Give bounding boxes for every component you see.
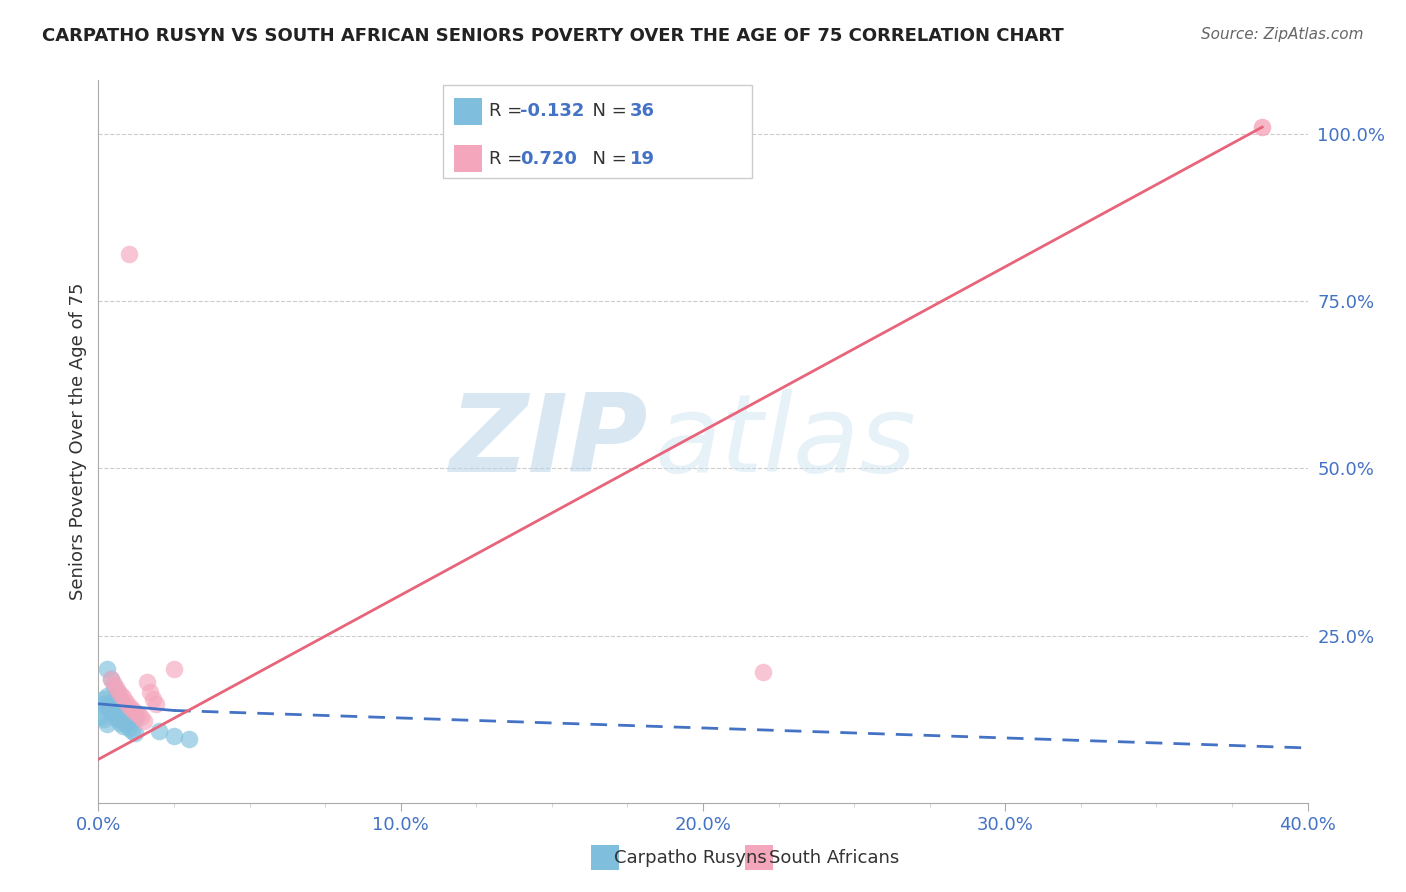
- Point: [179, 732, 201, 747]
- Point: [163, 729, 186, 743]
- Point: [142, 692, 165, 706]
- Text: South Africans: South Africans: [769, 849, 900, 867]
- Point: [118, 721, 141, 735]
- Text: N =: N =: [581, 150, 633, 168]
- Point: [139, 685, 162, 699]
- Point: [108, 715, 131, 730]
- Point: [96, 689, 118, 703]
- Point: [114, 702, 136, 716]
- Point: [118, 706, 141, 720]
- Point: [111, 697, 134, 711]
- Text: CARPATHO RUSYN VS SOUTH AFRICAN SENIORS POVERTY OVER THE AGE OF 75 CORRELATION C: CARPATHO RUSYN VS SOUTH AFRICAN SENIORS …: [42, 27, 1064, 45]
- Text: 36: 36: [630, 103, 655, 120]
- Point: [100, 672, 122, 686]
- Point: [148, 723, 170, 738]
- Point: [111, 690, 134, 705]
- Point: [93, 692, 115, 706]
- Text: 0.720: 0.720: [520, 150, 576, 168]
- Point: [111, 714, 134, 728]
- Point: [100, 696, 122, 710]
- Text: N =: N =: [581, 103, 633, 120]
- Point: [103, 707, 125, 722]
- Point: [752, 665, 775, 680]
- Text: atlas: atlas: [655, 389, 917, 494]
- Point: [96, 662, 118, 676]
- Point: [124, 712, 146, 726]
- Point: [93, 697, 115, 711]
- Point: [1251, 120, 1274, 135]
- Point: [105, 685, 128, 699]
- Text: ZIP: ZIP: [450, 389, 648, 494]
- Point: [90, 708, 112, 723]
- Point: [105, 706, 128, 720]
- Point: [100, 672, 122, 686]
- Point: [114, 696, 136, 710]
- Point: [124, 725, 146, 739]
- Point: [118, 247, 141, 261]
- Point: [96, 717, 118, 731]
- Point: [103, 676, 125, 690]
- Point: [100, 703, 122, 717]
- Point: [121, 708, 143, 723]
- Point: [111, 719, 134, 733]
- Point: [135, 675, 157, 690]
- Text: Carpatho Rusyns: Carpatho Rusyns: [614, 849, 768, 867]
- Point: [121, 702, 143, 716]
- Point: [124, 706, 146, 720]
- Point: [100, 705, 122, 719]
- Text: Source: ZipAtlas.com: Source: ZipAtlas.com: [1201, 27, 1364, 42]
- Text: 19: 19: [630, 150, 655, 168]
- Point: [96, 701, 118, 715]
- Point: [163, 662, 186, 676]
- Point: [132, 714, 155, 728]
- Point: [105, 712, 128, 726]
- Text: R =: R =: [489, 103, 529, 120]
- Text: R =: R =: [489, 150, 529, 168]
- Y-axis label: Seniors Poverty Over the Age of 75: Seniors Poverty Over the Age of 75: [69, 283, 87, 600]
- Point: [145, 697, 167, 711]
- Point: [93, 712, 115, 726]
- Point: [108, 687, 131, 701]
- Point: [118, 698, 141, 713]
- Point: [105, 681, 128, 696]
- Point: [114, 717, 136, 731]
- Point: [127, 707, 149, 722]
- Point: [108, 710, 131, 724]
- Point: [103, 679, 125, 693]
- Text: -0.132: -0.132: [520, 103, 585, 120]
- Point: [108, 692, 131, 706]
- Point: [96, 698, 118, 713]
- Point: [121, 723, 143, 738]
- Point: [103, 702, 125, 716]
- Point: [129, 710, 152, 724]
